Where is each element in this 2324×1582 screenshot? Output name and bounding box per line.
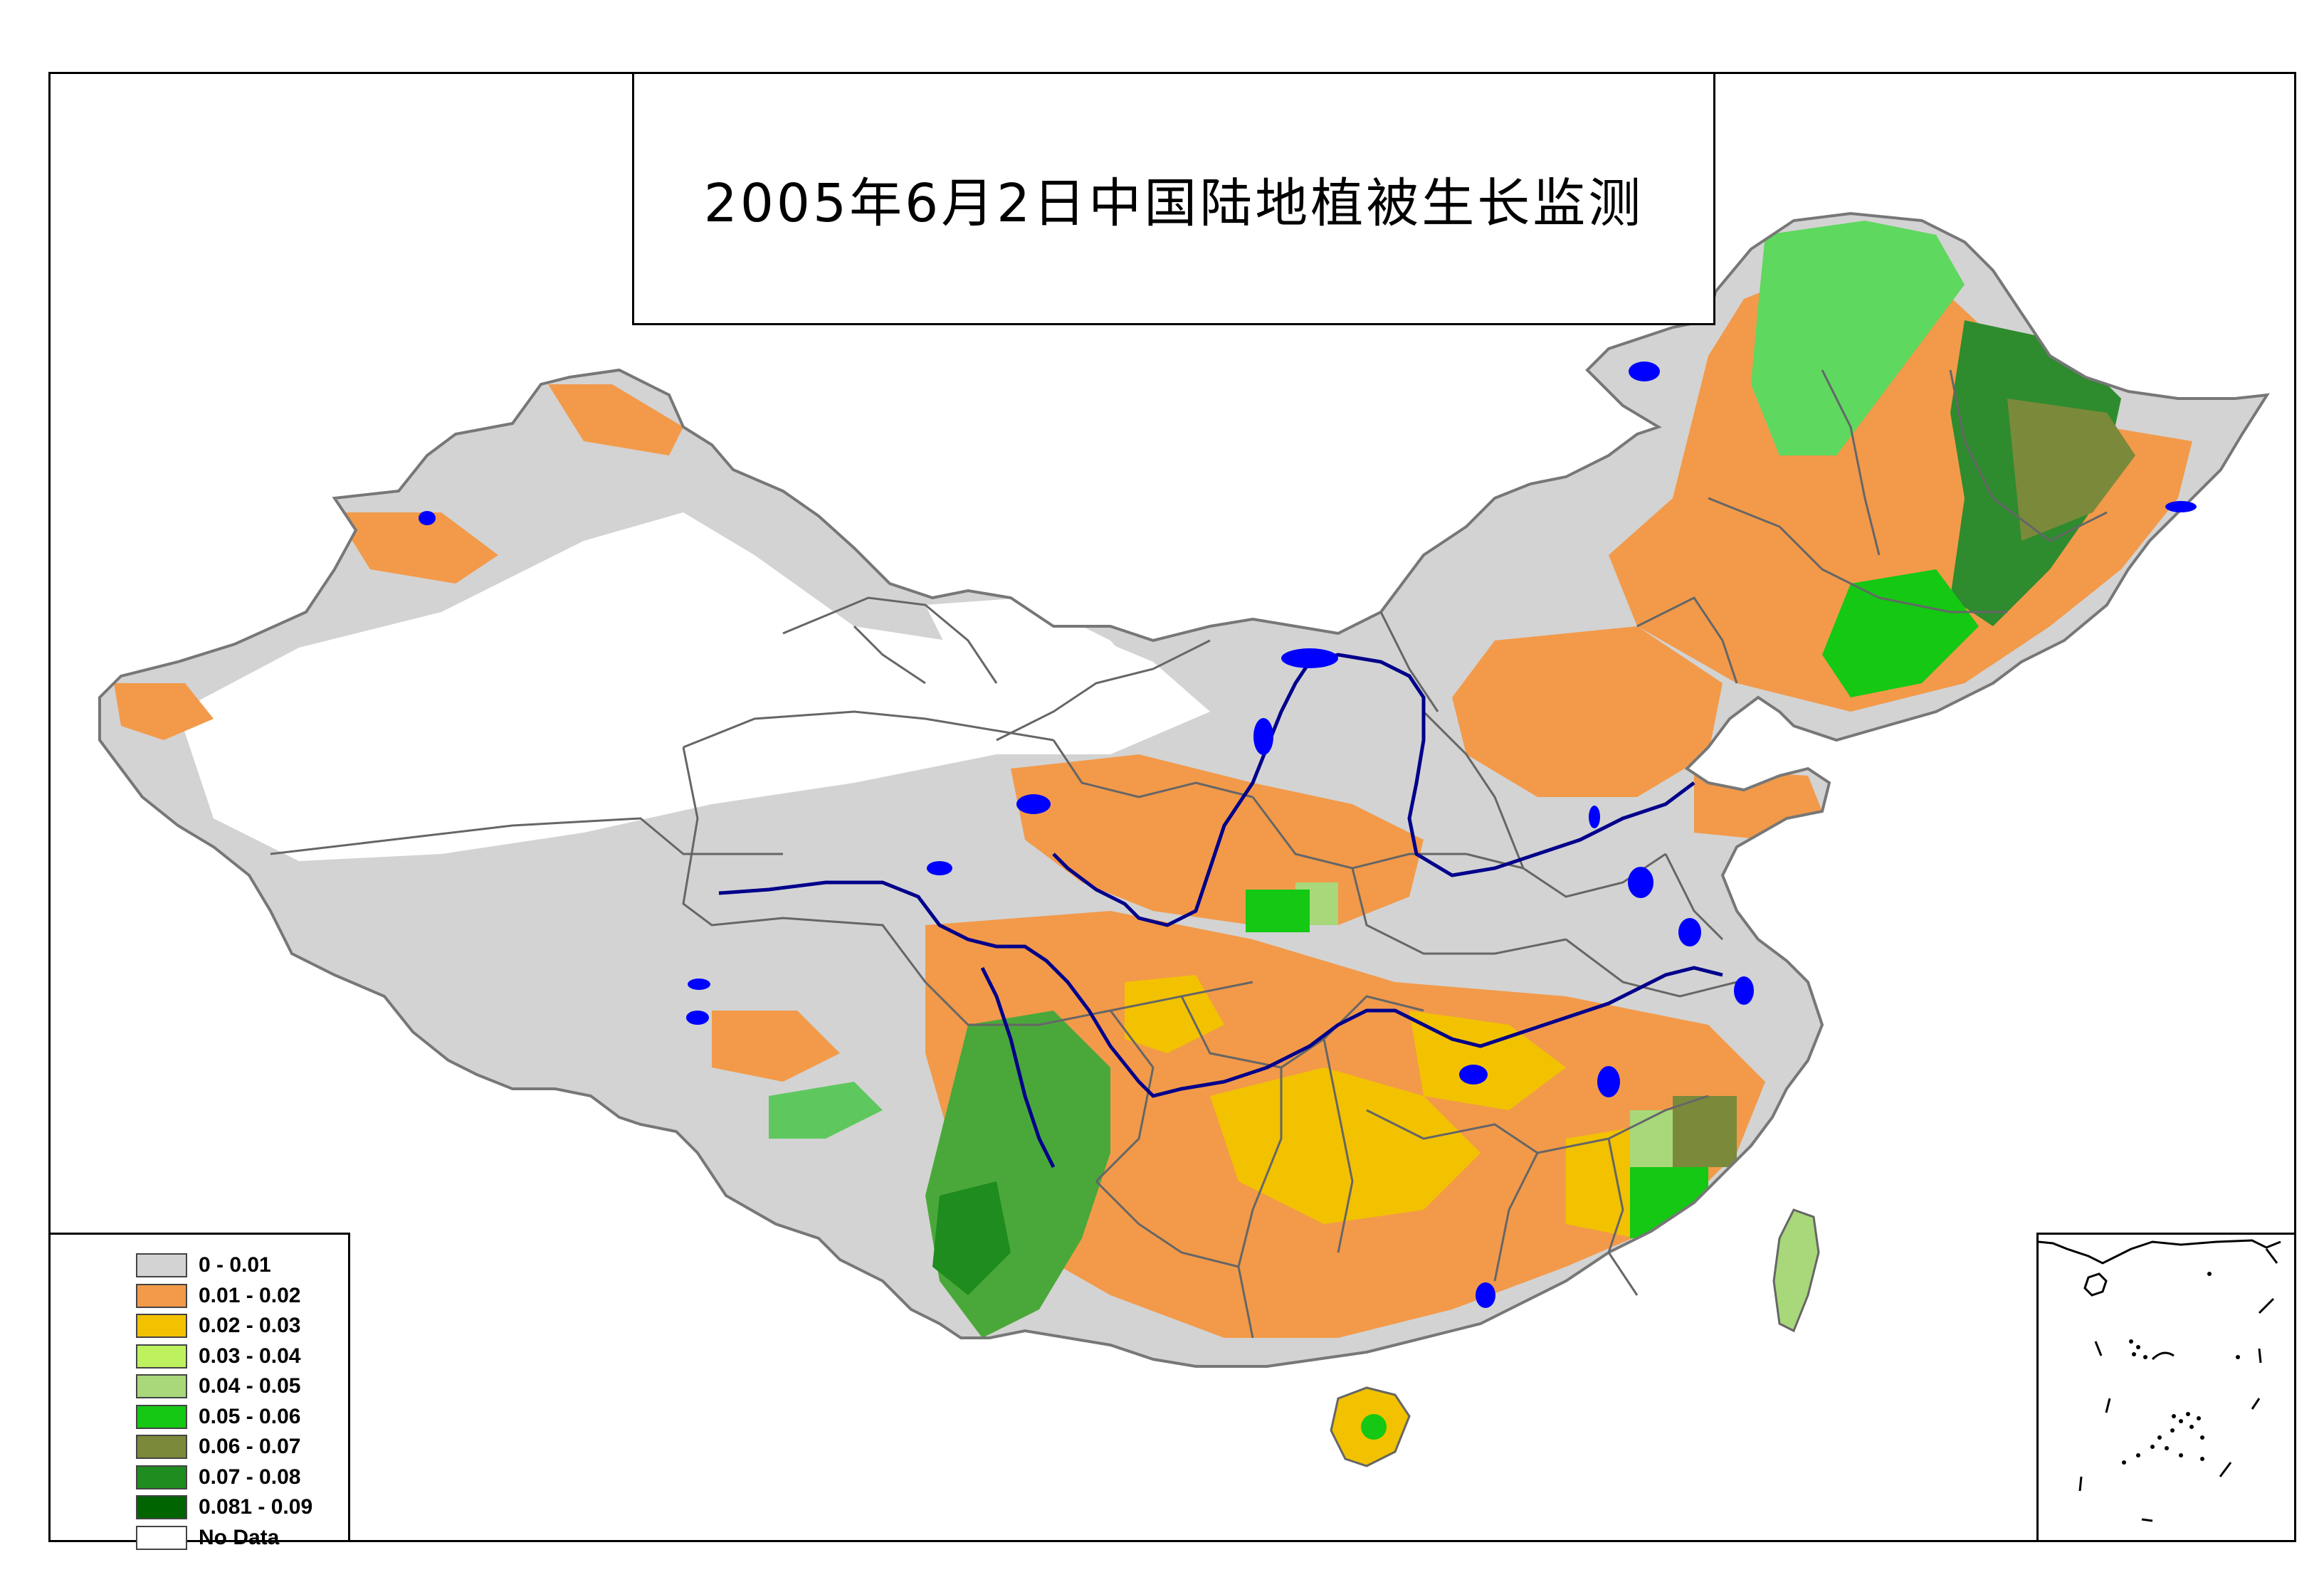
map-title: 2005年6月2日中国陆地植被生长监测 <box>703 172 1644 234</box>
south-china-sea-inset <box>2036 1233 2296 1542</box>
legend-label: 0.07 - 0.08 <box>199 1465 301 1489</box>
legend-swatch <box>136 1314 187 1338</box>
legend-swatch <box>136 1525 187 1550</box>
legend-item: 0.05 - 0.06 <box>136 1402 300 1432</box>
inset-map <box>2039 1239 2281 1522</box>
title-box: 2005年6月2日中国陆地植被生长监测 <box>632 72 1715 325</box>
legend-swatch <box>136 1495 187 1519</box>
legend-label: 0.03 - 0.04 <box>199 1344 301 1368</box>
legend-label: 0 - 0.01 <box>199 1253 271 1277</box>
legend-label: 0.02 - 0.03 <box>199 1314 301 1337</box>
legend-item: 0.06 - 0.07 <box>136 1432 300 1462</box>
legend-swatch <box>136 1283 187 1308</box>
legend-swatch <box>136 1253 187 1277</box>
legend-label: 0.06 - 0.07 <box>199 1435 301 1458</box>
legend: 0 - 0.01 0.01 - 0.02 0.02 - 0.03 0.03 - 0.0… <box>48 1233 350 1550</box>
legend-item: 0.03 - 0.04 <box>136 1341 300 1371</box>
legend-item: 0.07 - 0.08 <box>136 1462 300 1492</box>
legend-label: 0.081 - 0.09 <box>199 1495 313 1519</box>
legend-swatch <box>136 1344 187 1369</box>
taiwan-island <box>1772 1208 1820 1333</box>
legend-swatch <box>136 1435 187 1459</box>
legend-item: 0.081 - 0.09 <box>136 1492 312 1522</box>
province-boundaries <box>270 369 2108 1339</box>
lakes <box>419 362 2197 1308</box>
legend-label: 0.01 - 0.02 <box>199 1283 301 1307</box>
legend-label: 0.04 - 0.05 <box>199 1374 301 1398</box>
legend-swatch <box>136 1465 187 1489</box>
legend-swatch <box>136 1374 187 1398</box>
legend-item: 0 - 0.01 <box>136 1250 271 1280</box>
legend-item: No Data <box>136 1523 279 1553</box>
legend-item: 0.02 - 0.03 <box>136 1311 300 1341</box>
hainan-forest <box>1361 1414 1387 1440</box>
legend-swatch <box>136 1404 187 1429</box>
legend-item: 0.04 - 0.05 <box>136 1371 300 1401</box>
legend-item: 0.01 - 0.02 <box>136 1281 300 1311</box>
rivers <box>718 653 1723 1169</box>
legend-label: 0.05 - 0.06 <box>199 1404 301 1428</box>
legend-label: No Data <box>199 1525 280 1549</box>
